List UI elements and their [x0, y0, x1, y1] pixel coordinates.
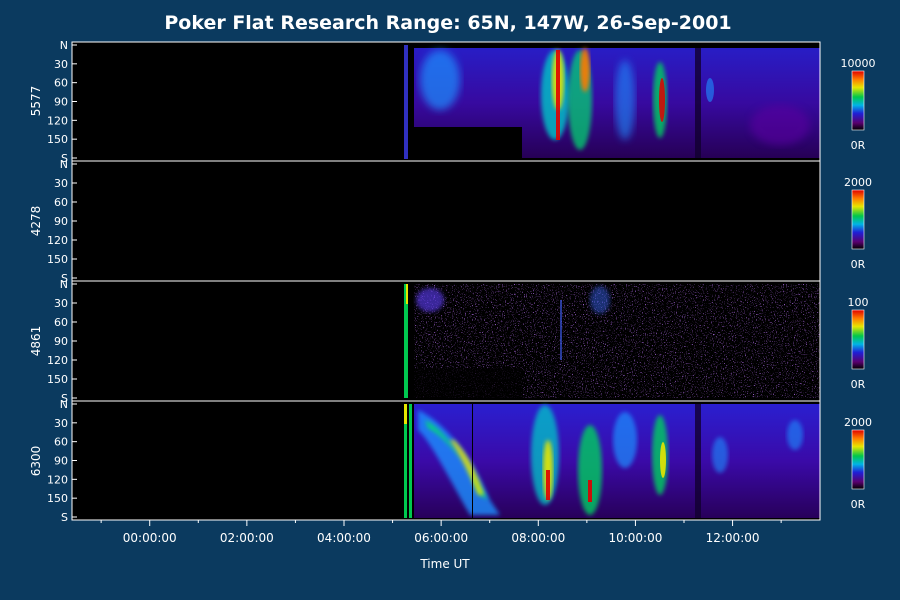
y-tick-label: 30 [54, 58, 68, 71]
colorbar: 2000 0R [844, 416, 872, 511]
x-tick-label: 04:00:00 [317, 531, 371, 545]
aurora-emission [414, 284, 820, 398]
colorbar-frame [851, 70, 865, 131]
colorbar-min-label: 0R [851, 378, 866, 391]
panel-plot-area [72, 161, 820, 281]
panel-4278: 4278 N 30 60 90 120 150 S 2000 0R [29, 158, 872, 285]
colorbar-gradient [852, 430, 864, 489]
y-tick-label: 60 [54, 316, 68, 329]
y-tick-label: N [60, 158, 68, 171]
y-tick-label: 150 [47, 133, 68, 146]
y-tick-label: S [61, 272, 68, 285]
panel-label: 4861 [29, 326, 43, 357]
x-tick-label: 00:00:00 [123, 531, 177, 545]
colorbar-frame [851, 429, 865, 490]
x-tick-label: 12:00:00 [706, 531, 760, 545]
colorbar-max-label: 2000 [844, 416, 872, 429]
y-axis: N 30 60 90 120 150 S [47, 398, 77, 524]
y-tick-label: 90 [54, 335, 68, 348]
aurora-emission [414, 404, 820, 518]
colorbar-min-label: 0R [851, 139, 866, 152]
y-tick-label: 150 [47, 492, 68, 505]
panel-6300: 6300 N 30 60 90 120 150 S 2000 0R [29, 398, 872, 524]
colorbar-max-label: 10000 [841, 57, 876, 70]
y-axis: N 30 60 90 120 150 S [47, 158, 77, 285]
y-tick-label: N [60, 39, 68, 52]
x-axis-label: Time UT [419, 557, 470, 571]
y-tick-label: N [60, 398, 68, 411]
y-tick-label: 120 [47, 234, 68, 247]
colorbar: 100 0R [848, 296, 869, 391]
y-tick-label: 120 [47, 114, 68, 127]
colorbar-max-label: 100 [848, 296, 869, 309]
colorbar: 2000 0R [844, 176, 872, 271]
y-tick-label: 60 [54, 436, 68, 449]
colorbar: 10000 0R [841, 57, 876, 152]
y-axis: N 30 60 90 120 150 S [47, 39, 77, 165]
x-tick-label: 06:00:00 [414, 531, 468, 545]
x-axis: 00:00:00 02:00:00 04:00:00 06:00:00 08:00:00… [100, 520, 782, 545]
colorbar-min-label: 0R [851, 258, 866, 271]
y-tick-label: S [61, 152, 68, 165]
colorbar-frame [851, 309, 865, 370]
y-tick-label: 150 [47, 373, 68, 386]
y-tick-label: 60 [54, 77, 68, 90]
colorbar-gradient [852, 310, 864, 369]
aurora-emission [414, 48, 820, 160]
y-tick-label: 90 [54, 455, 68, 468]
y-tick-label: 90 [54, 215, 68, 228]
colorbar-frame [851, 189, 865, 250]
panel-5577: 5577 N 30 60 90 120 150 S 10000 0R [29, 39, 876, 165]
y-tick-label: 60 [54, 196, 68, 209]
x-tick-label: 08:00:00 [511, 531, 565, 545]
y-tick-label: 30 [54, 297, 68, 310]
panel-4861: 4861 N 30 60 90 120 150 S 100 0R [29, 278, 869, 405]
panel-label: 5577 [29, 86, 43, 117]
y-tick-label: N [60, 278, 68, 291]
y-tick-label: 150 [47, 253, 68, 266]
chart-title: Poker Flat Research Range: 65N, 147W, 26… [164, 12, 731, 34]
x-tick-label: 02:00:00 [220, 531, 274, 545]
colorbar-min-label: 0R [851, 498, 866, 511]
y-tick-label: 90 [54, 96, 68, 109]
y-tick-label: 120 [47, 354, 68, 367]
y-tick-label: 30 [54, 417, 68, 430]
panel-label: 6300 [29, 446, 43, 477]
y-tick-label: 30 [54, 177, 68, 190]
y-tick-label: 120 [47, 473, 68, 486]
y-tick-label: S [61, 511, 68, 524]
y-axis: N 30 60 90 120 150 S [47, 278, 77, 405]
x-tick-label: 10:00:00 [608, 531, 662, 545]
colorbar-gradient [852, 71, 864, 130]
colorbar-gradient [852, 190, 864, 249]
y-tick-label: S [61, 392, 68, 405]
colorbar-max-label: 2000 [844, 176, 872, 189]
panel-label: 4278 [29, 206, 43, 237]
